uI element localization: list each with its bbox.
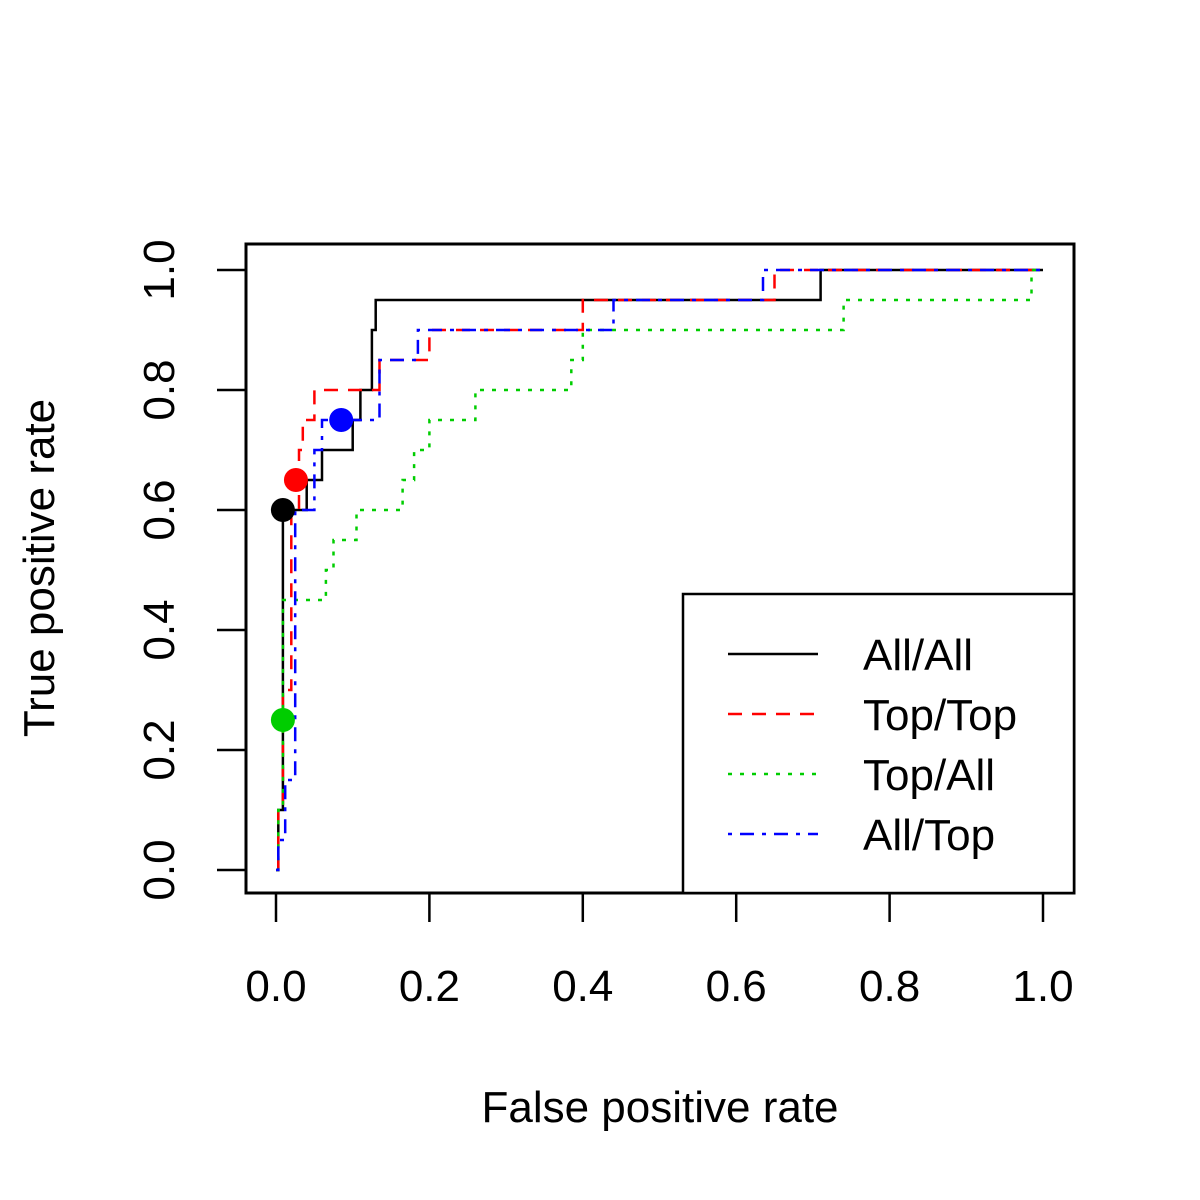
x-tick-label: 0.4 [552,962,613,1011]
y-tick-label: 0.0 [135,839,184,900]
operating-point-3 [270,708,295,732]
y-axis-label: True positive rate [15,399,64,737]
operating-points [270,408,354,732]
series-line-1 [276,268,1043,872]
operating-point-2 [283,468,308,492]
x-tick-label: 0.8 [859,962,920,1011]
operating-point-4 [329,408,354,432]
legend-label-1: All/All [863,631,973,680]
y-axis: 0.0 0.2 0.4 0.6 0.8 1.0 [135,239,248,901]
x-tick-label: 0.2 [399,962,460,1011]
y-tick-label: 1.0 [135,239,184,300]
y-tick-label: 0.6 [135,479,184,540]
x-tick-label: 1.0 [1012,962,1073,1011]
x-tick-label: 0.6 [706,962,767,1011]
x-axis: 0.0 0.2 0.4 0.6 0.8 1.0 [245,891,1074,1011]
x-tick-label: 0.0 [245,962,306,1011]
legend: All/All Top/Top Top/All All/Top [681,592,1076,895]
y-tick-label: 0.8 [135,359,184,420]
series-line-4 [276,268,1043,872]
legend-label-2: Top/Top [863,691,1017,740]
series-layer [276,268,1043,872]
legend-label-3: Top/All [863,751,995,800]
series-line-3 [276,268,1043,872]
series-line-2 [276,268,1043,872]
y-tick-label: 0.4 [135,599,184,660]
operating-point-1 [270,498,295,522]
x-axis-label: False positive rate [481,1083,838,1132]
legend-label-4: All/Top [863,811,995,860]
y-tick-label: 0.2 [135,719,184,780]
legend-box [681,592,1076,895]
